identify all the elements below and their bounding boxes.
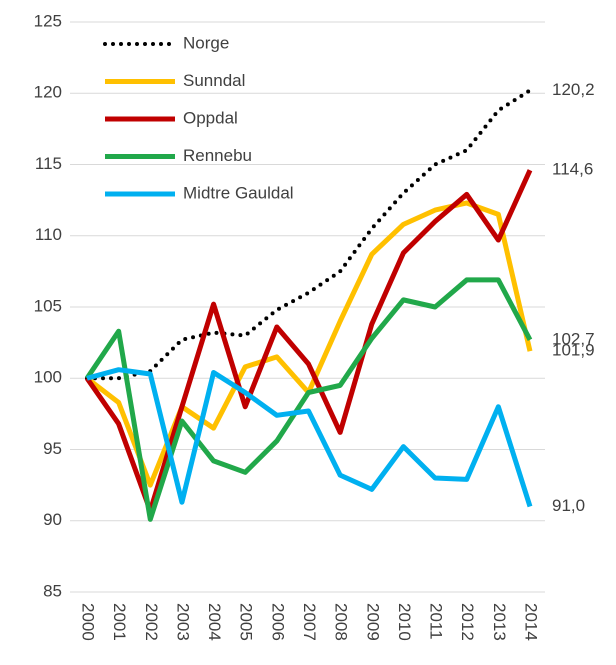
x-tick-label: 2006: [268, 603, 287, 641]
value-label: 91,0: [552, 496, 585, 515]
y-tick-label: 95: [43, 439, 62, 458]
legend-label: Rennebu: [183, 146, 252, 165]
x-tick-label: 2000: [79, 603, 98, 641]
legend-label: Norge: [183, 33, 229, 52]
y-tick-label: 115: [35, 154, 62, 173]
x-tick-label: 2002: [142, 603, 161, 641]
x-tick-label: 2007: [300, 603, 319, 641]
legend-label: Sunndal: [183, 71, 245, 90]
series-line: [85, 200, 533, 488]
y-tick-label: 85: [43, 581, 62, 600]
x-tick-label: 2008: [332, 603, 351, 641]
x-tick-label: 2004: [205, 603, 224, 641]
y-tick-label: 110: [35, 225, 62, 244]
series-line: [86, 367, 533, 508]
value-label: 120,2: [552, 80, 595, 99]
value-label: 101,9: [552, 341, 595, 360]
legend-label: Midtre Gauldal: [183, 183, 294, 202]
x-tick-label: 2013: [490, 603, 509, 641]
y-tick-label: 100: [34, 368, 62, 387]
legend-label: Oppdal: [183, 108, 238, 127]
y-tick-label: 105: [34, 296, 62, 315]
x-tick-label: 2010: [395, 603, 414, 641]
x-tick-label: 2011: [427, 603, 446, 640]
x-tick-label: 2003: [173, 603, 192, 641]
x-tick-label: 2001: [110, 603, 129, 641]
series-line: [84, 277, 533, 522]
x-tick-label: 2014: [522, 603, 541, 641]
y-tick-label: 90: [43, 510, 62, 529]
y-tick-label: 120: [34, 83, 62, 102]
y-tick-label: 125: [34, 11, 62, 30]
value-label: 114,6: [552, 160, 593, 179]
x-tick-label: 2005: [237, 603, 256, 641]
series-line: [84, 169, 533, 514]
value-label: 102,7: [552, 329, 595, 348]
series-line: [85, 88, 532, 381]
x-tick-label: 2012: [458, 603, 477, 641]
x-tick-label: 2009: [363, 603, 382, 641]
